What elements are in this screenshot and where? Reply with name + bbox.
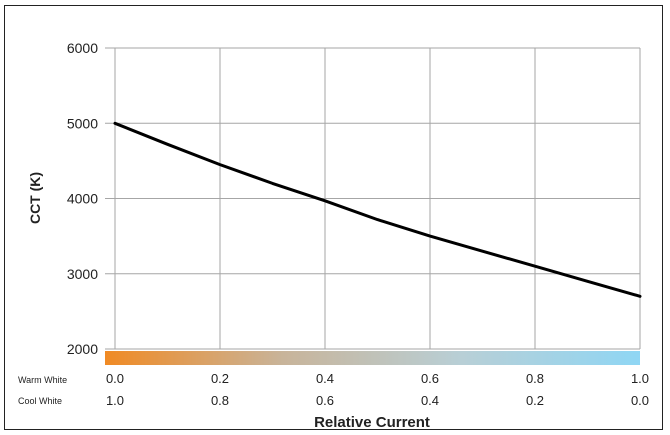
cool-white-tick-label: 1.0: [106, 393, 124, 408]
data-point: [113, 122, 117, 125]
data-point: [376, 218, 379, 221]
data-point: [586, 280, 589, 283]
color-temperature-gradient-bar: [105, 351, 640, 365]
data-point: [271, 182, 274, 185]
data-point: [638, 295, 642, 298]
data-point: [428, 234, 432, 238]
cool-white-tick-label: 0.8: [211, 393, 229, 408]
warm-white-tick-label: 0.6: [421, 371, 439, 386]
data-point: [218, 163, 222, 166]
warm-white-tick-label: 0.2: [211, 371, 229, 386]
y-tick-label: 5000: [67, 115, 98, 131]
warm-white-tick-label: 1.0: [631, 371, 649, 386]
cool-white-tick-label: 0.0: [631, 393, 649, 408]
x-axis-label: Relative Current: [314, 414, 430, 431]
data-point: [166, 143, 169, 146]
data-point: [481, 249, 484, 253]
warm-white-tick-label: 0.0: [106, 371, 124, 386]
cool-white-tick-label: 0.2: [526, 393, 544, 408]
data-point: [533, 265, 537, 268]
warm-white-tick-label: 0.4: [316, 371, 334, 386]
data-point: [323, 199, 327, 202]
warm-white-row-label: Warm White: [18, 375, 67, 385]
cool-white-row-label: Cool White: [18, 396, 62, 406]
y-tick-label: 6000: [67, 40, 98, 56]
y-tick-label: 4000: [67, 191, 98, 207]
cct-series-line: [113, 121, 642, 298]
cool-white-tick-label: 0.4: [421, 393, 439, 408]
y-axis-label: CCT (K): [27, 172, 43, 224]
y-tick-label: 2000: [67, 341, 98, 357]
warm-white-tick-label: 0.8: [526, 371, 544, 386]
cool-white-tick-label: 0.6: [316, 393, 334, 408]
y-tick-label: 3000: [67, 266, 98, 282]
